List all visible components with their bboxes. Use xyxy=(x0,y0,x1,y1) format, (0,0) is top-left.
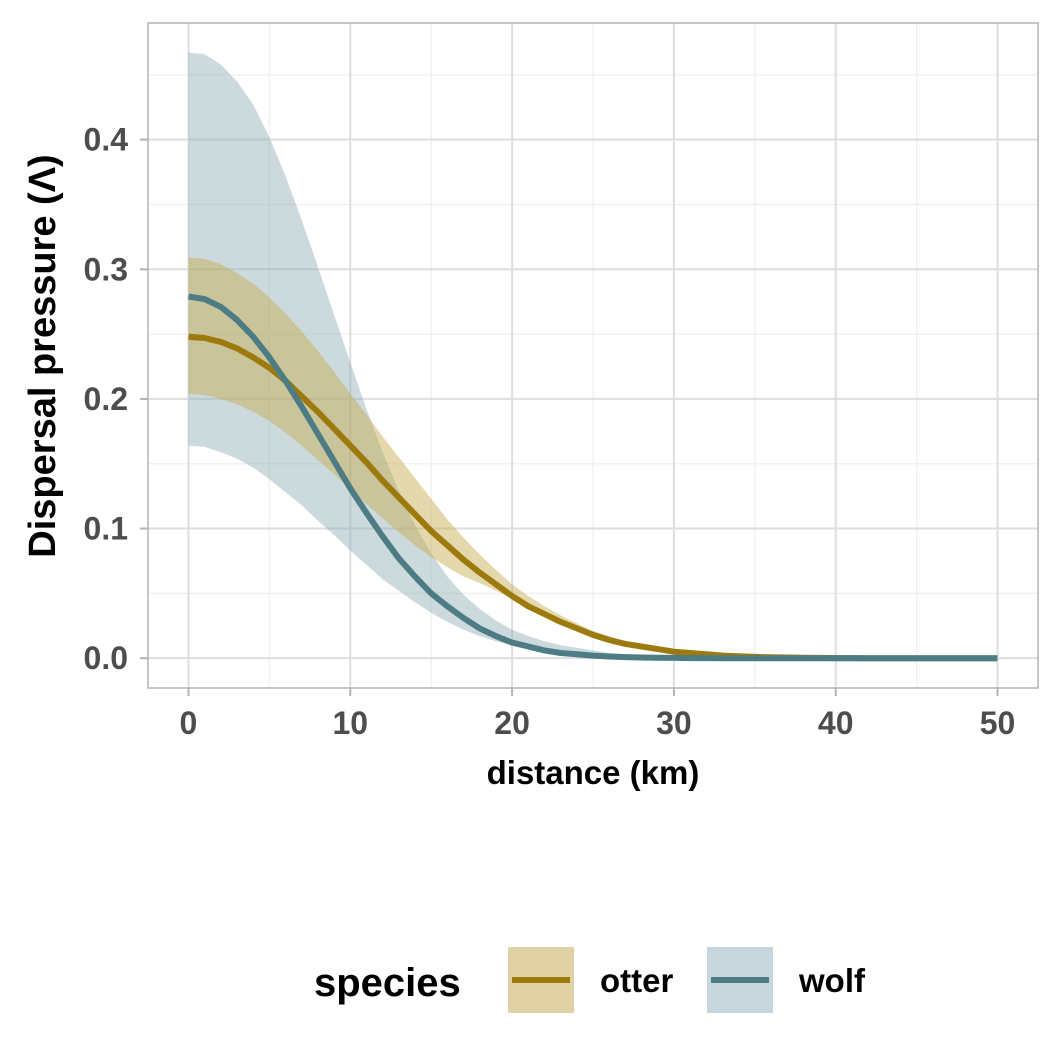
x-axis: 0 10 20 30 40 50 xyxy=(180,688,1016,741)
legend-item-wolf: wolf xyxy=(707,947,866,1013)
y-tick-label: 0.0 xyxy=(84,640,128,676)
x-axis-title: distance (km) xyxy=(487,754,700,791)
y-tick-label: 0.4 xyxy=(84,122,129,158)
x-tick-label: 30 xyxy=(656,705,692,741)
legend-item-otter: otter xyxy=(508,947,673,1013)
x-tick-label: 50 xyxy=(980,705,1016,741)
panel-border xyxy=(147,22,1039,689)
legend-label-otter: otter xyxy=(600,962,673,999)
y-axis-title: Dispersal pressure (Λ) xyxy=(22,154,64,557)
x-tick-label: 10 xyxy=(332,705,368,741)
ribbon-otter xyxy=(188,257,998,659)
legend-label-wolf: wolf xyxy=(798,962,866,999)
line-wolf xyxy=(188,293,998,662)
x-tick-label: 0 xyxy=(180,705,198,741)
legend: species otter wolf xyxy=(314,947,866,1013)
minor-grid xyxy=(148,23,1038,688)
x-tick-label: 20 xyxy=(494,705,530,741)
series-lines xyxy=(188,293,998,662)
ribbon-wolf xyxy=(188,52,998,659)
y-tick-label: 0.2 xyxy=(84,381,128,417)
confidence-ribbons xyxy=(188,52,998,659)
legend-title: species xyxy=(314,961,461,1005)
y-tick-label: 0.3 xyxy=(84,251,128,287)
x-tick-label: 40 xyxy=(818,705,854,741)
y-axis: 0.0 0.1 0.2 0.3 0.4 xyxy=(84,122,148,676)
y-tick-label: 0.1 xyxy=(84,511,128,547)
